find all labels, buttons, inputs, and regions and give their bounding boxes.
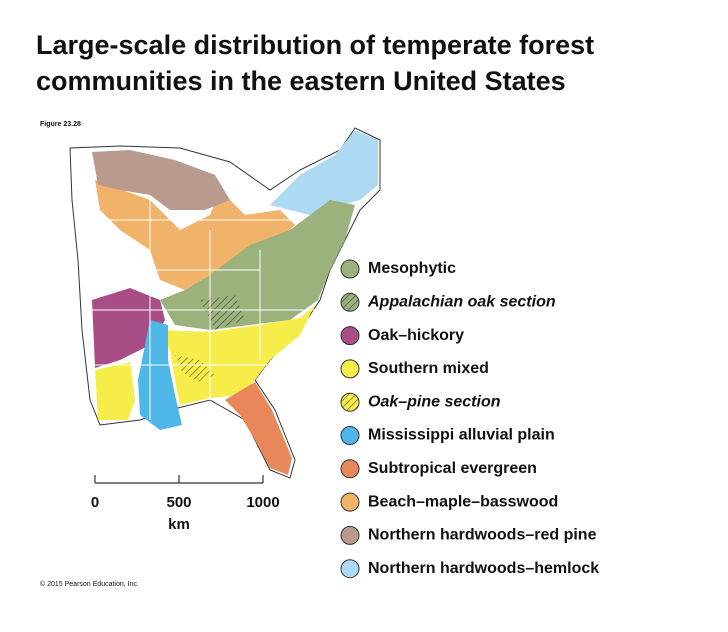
scale-bar: 0 500 1000 km xyxy=(91,475,280,533)
region xyxy=(92,150,230,210)
legend-label: Appalachian oak section xyxy=(367,294,556,311)
legend-swatch xyxy=(340,426,360,445)
scale-label: 0 xyxy=(91,494,99,511)
legend: Mesophytic Appalachian oak section Oak–hic… xyxy=(340,259,599,579)
legend-label: Northern hardwoods–hemlock xyxy=(368,560,599,577)
copyright: © 2015 Pearson Education, Inc. xyxy=(40,580,139,588)
scale-unit: km xyxy=(168,516,190,533)
title-line: communities in the eastern United States xyxy=(36,66,566,96)
legend-label: Oak–hickory xyxy=(368,327,464,344)
legend-swatch xyxy=(340,359,360,379)
legend-label: Mesophytic xyxy=(368,260,456,277)
title-line: Large-scale distribution of temperate fo… xyxy=(36,30,595,60)
legend-label: Southern mixed xyxy=(368,360,489,377)
legend-swatch xyxy=(340,459,360,479)
region xyxy=(92,288,165,368)
legend-label: Subtropical evergreen xyxy=(368,460,537,477)
legend-swatch xyxy=(340,559,360,579)
legend-swatch xyxy=(340,392,360,412)
figure-label: Figure 23.28 xyxy=(40,121,81,128)
legend-swatch xyxy=(340,492,360,512)
region xyxy=(225,382,292,475)
scale-label: 500 xyxy=(166,494,191,511)
legend-swatch xyxy=(340,525,360,545)
legend-swatch xyxy=(340,326,360,346)
legend-swatch xyxy=(340,259,360,279)
legend-label: Oak–pine section xyxy=(368,393,501,410)
legend-label: Northern hardwoods–red pine xyxy=(368,527,597,544)
state-borders xyxy=(80,200,320,420)
region xyxy=(200,295,245,330)
region xyxy=(138,320,182,430)
scale-label: 1000 xyxy=(246,494,279,511)
region xyxy=(175,355,215,382)
legend-swatch xyxy=(340,292,360,312)
legend-label: Beach–maple–basswood xyxy=(368,493,558,510)
region xyxy=(270,130,378,215)
region xyxy=(160,200,355,330)
legend-label: Mississippi alluvial plain xyxy=(368,427,555,444)
